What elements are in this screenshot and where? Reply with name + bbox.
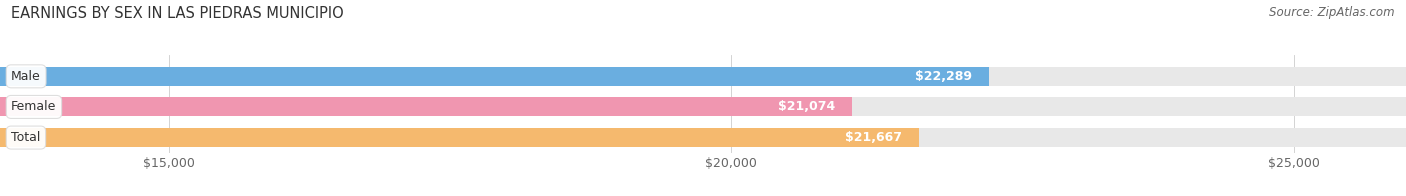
Text: $21,074: $21,074 — [778, 100, 835, 113]
Text: Total: Total — [11, 131, 41, 144]
Text: $21,667: $21,667 — [845, 131, 901, 144]
Bar — [0, 97, 1406, 116]
Bar — [0, 128, 918, 147]
Text: EARNINGS BY SEX IN LAS PIEDRAS MUNICIPIO: EARNINGS BY SEX IN LAS PIEDRAS MUNICIPIO — [11, 6, 344, 21]
Bar — [0, 67, 988, 86]
Text: Female: Female — [11, 100, 56, 113]
Bar — [0, 97, 852, 116]
Bar — [0, 128, 1406, 147]
Text: Male: Male — [11, 70, 41, 83]
Text: Source: ZipAtlas.com: Source: ZipAtlas.com — [1270, 6, 1395, 19]
Text: $22,289: $22,289 — [915, 70, 972, 83]
Bar — [0, 67, 1406, 86]
